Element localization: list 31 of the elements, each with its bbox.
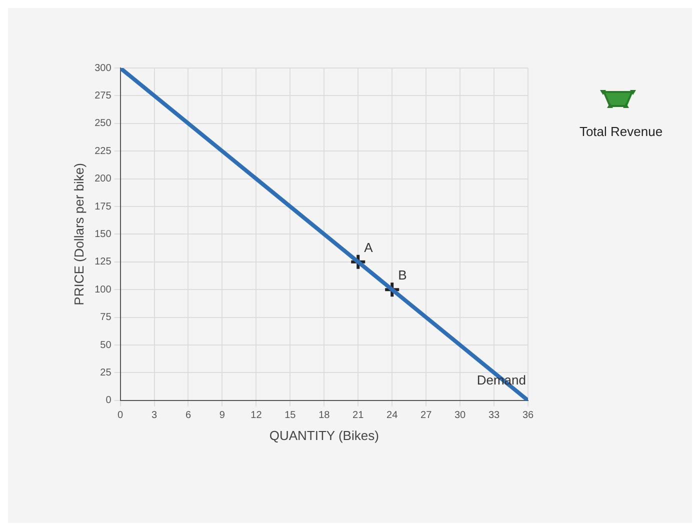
x-tick-label: 27 bbox=[420, 410, 432, 422]
y-tick-label: 225 bbox=[94, 146, 112, 157]
x-tick-label: 24 bbox=[386, 410, 398, 422]
x-tick-label: 12 bbox=[250, 410, 262, 422]
x-axis-title: QUANTITY (Bikes) bbox=[269, 428, 379, 443]
y-tick-label: 25 bbox=[100, 367, 112, 378]
y-tick-label: 300 bbox=[94, 62, 112, 74]
x-tick-label: 21 bbox=[352, 410, 364, 422]
y-tick-label: 175 bbox=[94, 201, 112, 212]
y-axis-title: PRICE (Dollars per bike) bbox=[71, 163, 86, 306]
series-label: B bbox=[398, 268, 407, 283]
x-tick-label: 18 bbox=[318, 410, 330, 422]
y-tick-label: 75 bbox=[100, 312, 112, 324]
y-tick-label: 150 bbox=[94, 228, 112, 240]
y-tick-label: 100 bbox=[94, 284, 112, 296]
x-tick-label: 6 bbox=[185, 410, 192, 422]
y-tick-label: 0 bbox=[106, 395, 112, 406]
y-tick-label: 200 bbox=[94, 174, 112, 185]
y-tick-label: 275 bbox=[94, 90, 112, 102]
x-tick-label: 30 bbox=[454, 410, 466, 422]
x-tick-label: 9 bbox=[219, 410, 226, 422]
y-tick-label: 125 bbox=[94, 256, 112, 268]
x-tick-label: 36 bbox=[522, 410, 534, 422]
x-tick-label: 15 bbox=[284, 410, 296, 422]
x-tick-label: 0 bbox=[118, 410, 124, 422]
text: Total Revenue bbox=[578, 124, 664, 139]
y-tick-label: 50 bbox=[100, 340, 112, 351]
series-label: A bbox=[364, 240, 374, 255]
x-tick-label: 33 bbox=[488, 410, 500, 422]
y-tick-label: 250 bbox=[94, 118, 112, 130]
x-tick-label: 3 bbox=[151, 410, 158, 422]
